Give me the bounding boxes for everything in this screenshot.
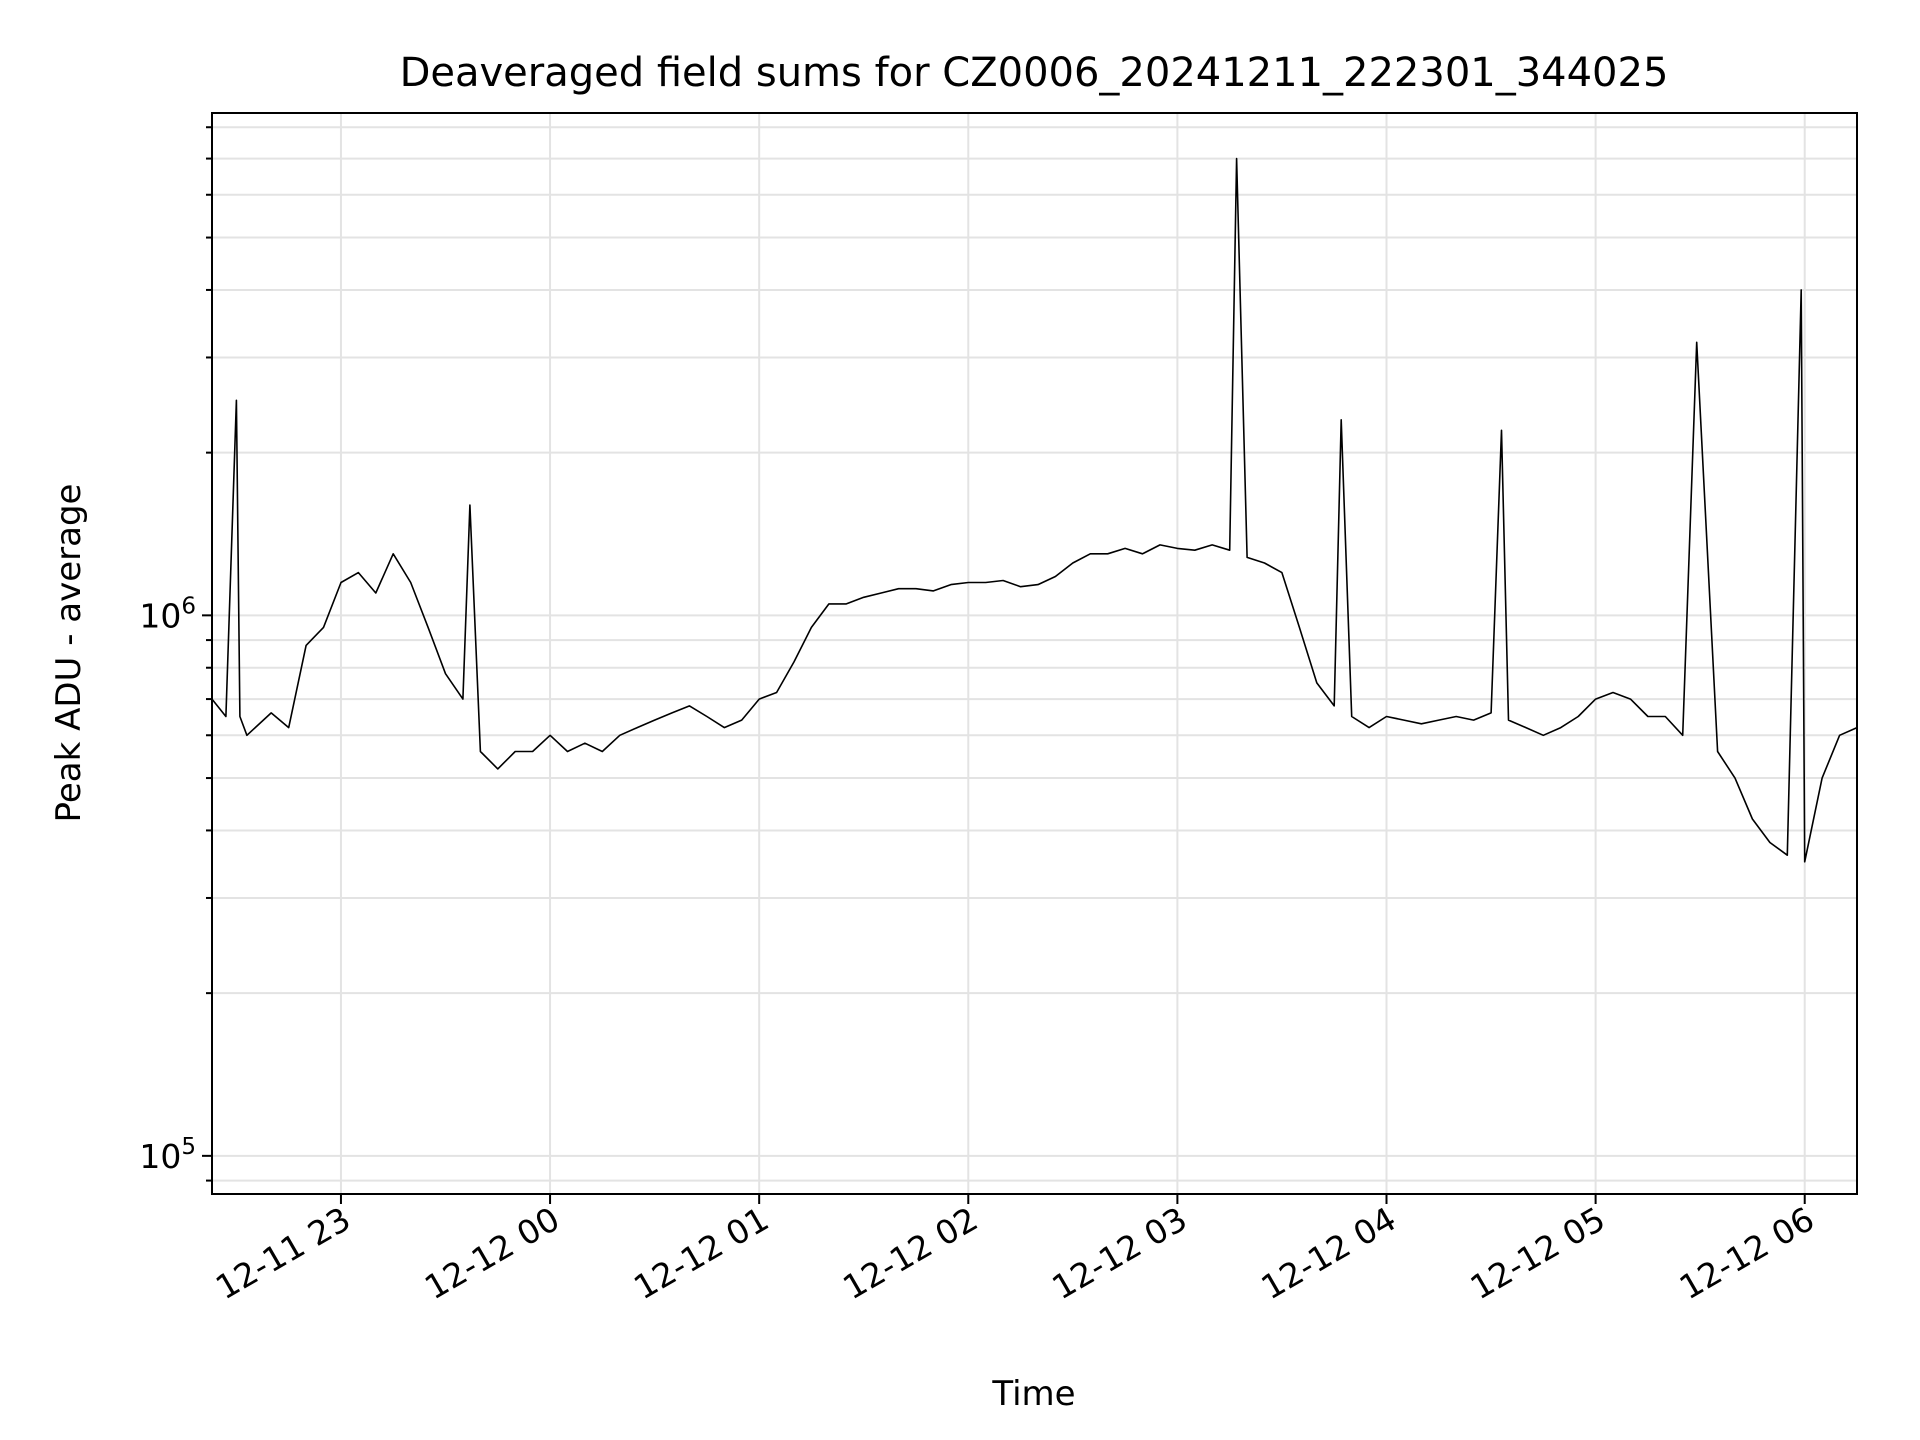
plot-frame [211,112,1858,1195]
y-tick-exponent: 6 [181,593,196,619]
data-series [211,157,1858,863]
chart-title: Deaveraged field sums for CZ0006_2024121… [400,50,1669,96]
y-tick-label: 105 [139,1134,196,1176]
grid [212,113,1857,1194]
y-axis-label: Peak ADU - average [49,484,89,823]
y-tick-base: 10 [139,596,181,635]
series-line [211,157,1858,863]
y-tick-base: 10 [139,1137,181,1176]
y-tick-exponent: 5 [181,1134,196,1160]
y-tick-label: 106 [139,593,196,635]
x-axis-label: Time [991,1374,1075,1414]
